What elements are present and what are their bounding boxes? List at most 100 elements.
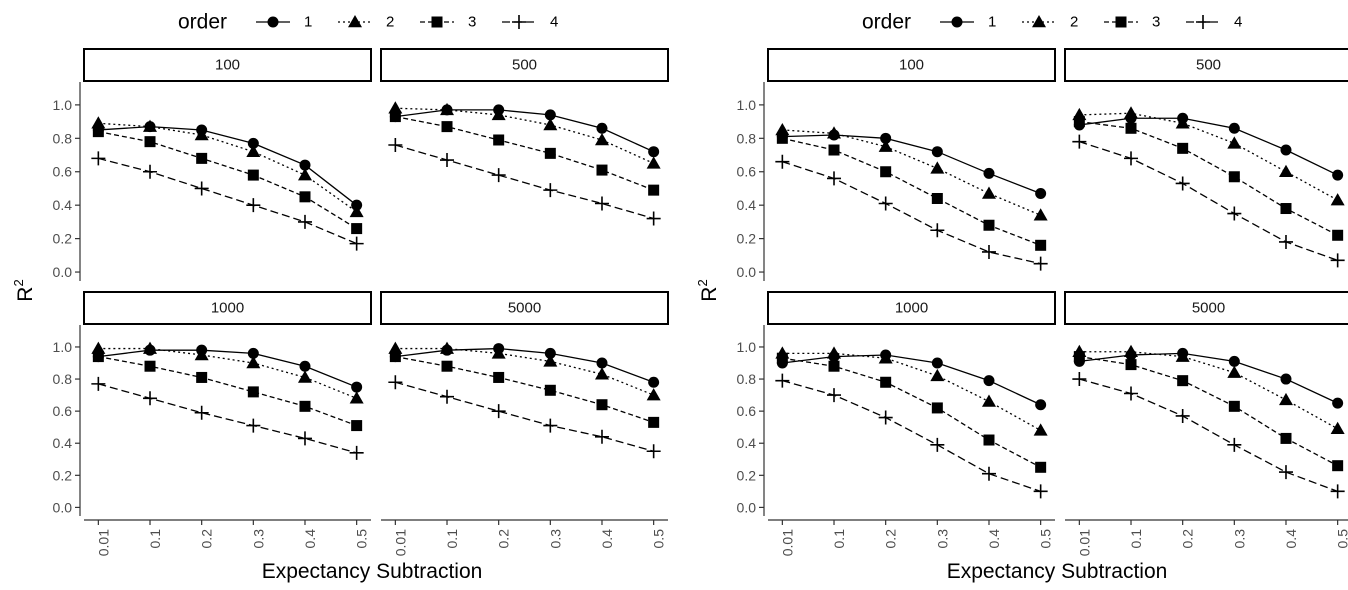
data-point [91, 151, 106, 166]
data-point [983, 375, 995, 387]
data-point [1124, 151, 1139, 166]
legend-label: 2 [1070, 14, 1078, 31]
facet-strip [380, 291, 669, 325]
data-point [196, 371, 208, 383]
data-point [1330, 193, 1345, 206]
legend-key-circle-icon [951, 16, 963, 28]
legend-label: 3 [468, 14, 476, 31]
data-point [880, 166, 892, 178]
series-3 [92, 126, 363, 235]
data-point [143, 119, 158, 132]
data-point [880, 376, 892, 388]
data-point [441, 121, 453, 133]
data-point [1073, 116, 1085, 128]
data-point [388, 101, 403, 114]
data-point [648, 146, 660, 158]
x-axis-title: Expectancy Subtraction [947, 560, 1168, 583]
y-tick-label: 0.8 [737, 371, 757, 387]
data-point [246, 144, 261, 157]
data-point [349, 204, 364, 218]
data-point [1073, 351, 1085, 363]
data-point [440, 102, 455, 116]
series-line [395, 347, 654, 383]
data-point [247, 137, 259, 149]
data-point [349, 391, 364, 404]
panel-5000: 5000 0.01 0.1 0.2 0.3 0.4 0.5 [1064, 291, 1348, 556]
data-point [1175, 408, 1190, 423]
y-tick-label: 0.2 [53, 231, 73, 247]
data-point [1330, 484, 1345, 499]
y-tick-label: 0.6 [53, 403, 73, 419]
data-point [246, 356, 261, 369]
data-point [544, 109, 556, 121]
y-tick-label: 0.4 [53, 435, 73, 451]
series-3 [92, 351, 363, 432]
series-4 [775, 373, 1048, 499]
legend-item-3: 3 [1104, 14, 1160, 31]
data-point [1228, 122, 1240, 134]
data-point [388, 138, 403, 153]
data-point [247, 169, 259, 181]
x-tick-label: 0.5 [354, 529, 370, 549]
x-tick-label: 0.3 [547, 529, 563, 549]
series-4 [388, 375, 661, 459]
data-point [493, 134, 505, 146]
data-point [1332, 229, 1344, 241]
x-tick-label: 0.01 [95, 529, 111, 556]
data-point [1280, 144, 1292, 156]
y-axis-title-superscript: 2 [695, 279, 710, 286]
data-point [247, 347, 259, 359]
data-point [491, 404, 506, 419]
data-point [776, 132, 788, 144]
x-tick-label: 0.2 [883, 529, 899, 549]
data-point [596, 122, 608, 134]
x-tick-label: 0.4 [986, 529, 1002, 549]
data-point [981, 466, 996, 481]
series-line [395, 347, 654, 396]
data-point [596, 164, 608, 176]
data-point [491, 168, 506, 183]
data-point [648, 184, 660, 196]
data-point [491, 346, 506, 359]
facet-label: 100 [215, 57, 240, 74]
series-line [395, 107, 654, 164]
y-tick-label: 0.4 [737, 197, 757, 213]
legend-key-triangle-icon [348, 15, 362, 28]
panel-500: 500 [380, 48, 669, 226]
data-point [1278, 465, 1293, 480]
series-2 [1072, 344, 1345, 435]
data-point [594, 196, 609, 211]
figure-1: order 1 2 3 4 R2 Expectancy Subtraction 100 0.0 0… [11, 11, 669, 583]
data-point [1072, 372, 1087, 387]
y-axis-title: R2 [695, 279, 721, 301]
data-point [930, 368, 945, 382]
series-line [1079, 117, 1338, 176]
data-point [388, 341, 403, 354]
x-tick-label: 0.3 [1231, 529, 1247, 549]
series-line [98, 347, 357, 399]
legend-key-plus-icon [512, 15, 526, 29]
data-point [596, 357, 608, 369]
facet-strip [767, 291, 1056, 325]
y-tick-label: 0.6 [53, 164, 73, 180]
y-tick-label: 0.4 [737, 435, 757, 451]
x-tick-label: 0.5 [1335, 529, 1348, 549]
data-point [594, 132, 609, 146]
legend-key-circle-icon [267, 16, 279, 28]
data-point [1035, 461, 1047, 473]
facet-strip [1064, 291, 1348, 325]
data-point [1124, 344, 1139, 358]
y-tick-label: 0.8 [53, 371, 73, 387]
series-line [782, 137, 1041, 246]
panel-100: 100 0.0 0.2 0.4 0.6 0.8 1.0 [737, 48, 1056, 281]
data-point [91, 376, 106, 391]
data-point [1033, 256, 1048, 271]
series-line [782, 357, 1041, 468]
x-tick-label: 0.4 [1283, 529, 1299, 549]
data-point [1072, 134, 1087, 149]
series-line [98, 122, 358, 213]
panel-1000: 1000 0.0 0.2 0.4 0.6 0.8 1.0 0.01 0.1 0.2 0.3 0.4 0.… [53, 291, 372, 556]
data-point [931, 402, 943, 414]
data-point [543, 354, 558, 367]
